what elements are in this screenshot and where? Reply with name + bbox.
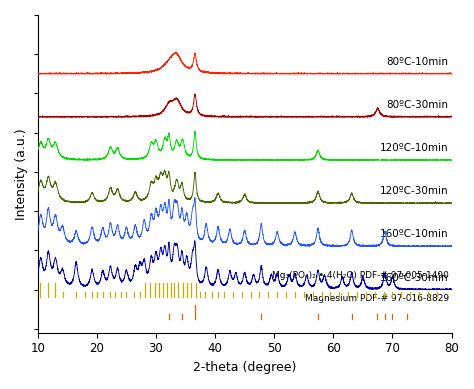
Text: 80ºC-30min: 80ºC-30min [387,100,449,110]
Text: 120ºC-30min: 120ºC-30min [380,186,449,196]
Text: 80ºC-10min: 80ºC-10min [387,57,449,67]
X-axis label: 2-theta (degree): 2-theta (degree) [193,361,296,374]
Text: 160ºC-10min: 160ºC-10min [380,230,449,239]
Text: Mg₃(PO₄)₂ • 4(H₂O) PDF-# 97-005-1490: Mg₃(PO₄)₂ • 4(H₂O) PDF-# 97-005-1490 [272,271,449,280]
Text: 120ºC-10min: 120ºC-10min [380,143,449,153]
Text: Magnesium PDF-# 97-016-8829: Magnesium PDF-# 97-016-8829 [304,294,449,303]
Text: 160ºC-30min: 160ºC-30min [380,273,449,282]
Y-axis label: Intensity (a.u.): Intensity (a.u.) [15,128,28,220]
